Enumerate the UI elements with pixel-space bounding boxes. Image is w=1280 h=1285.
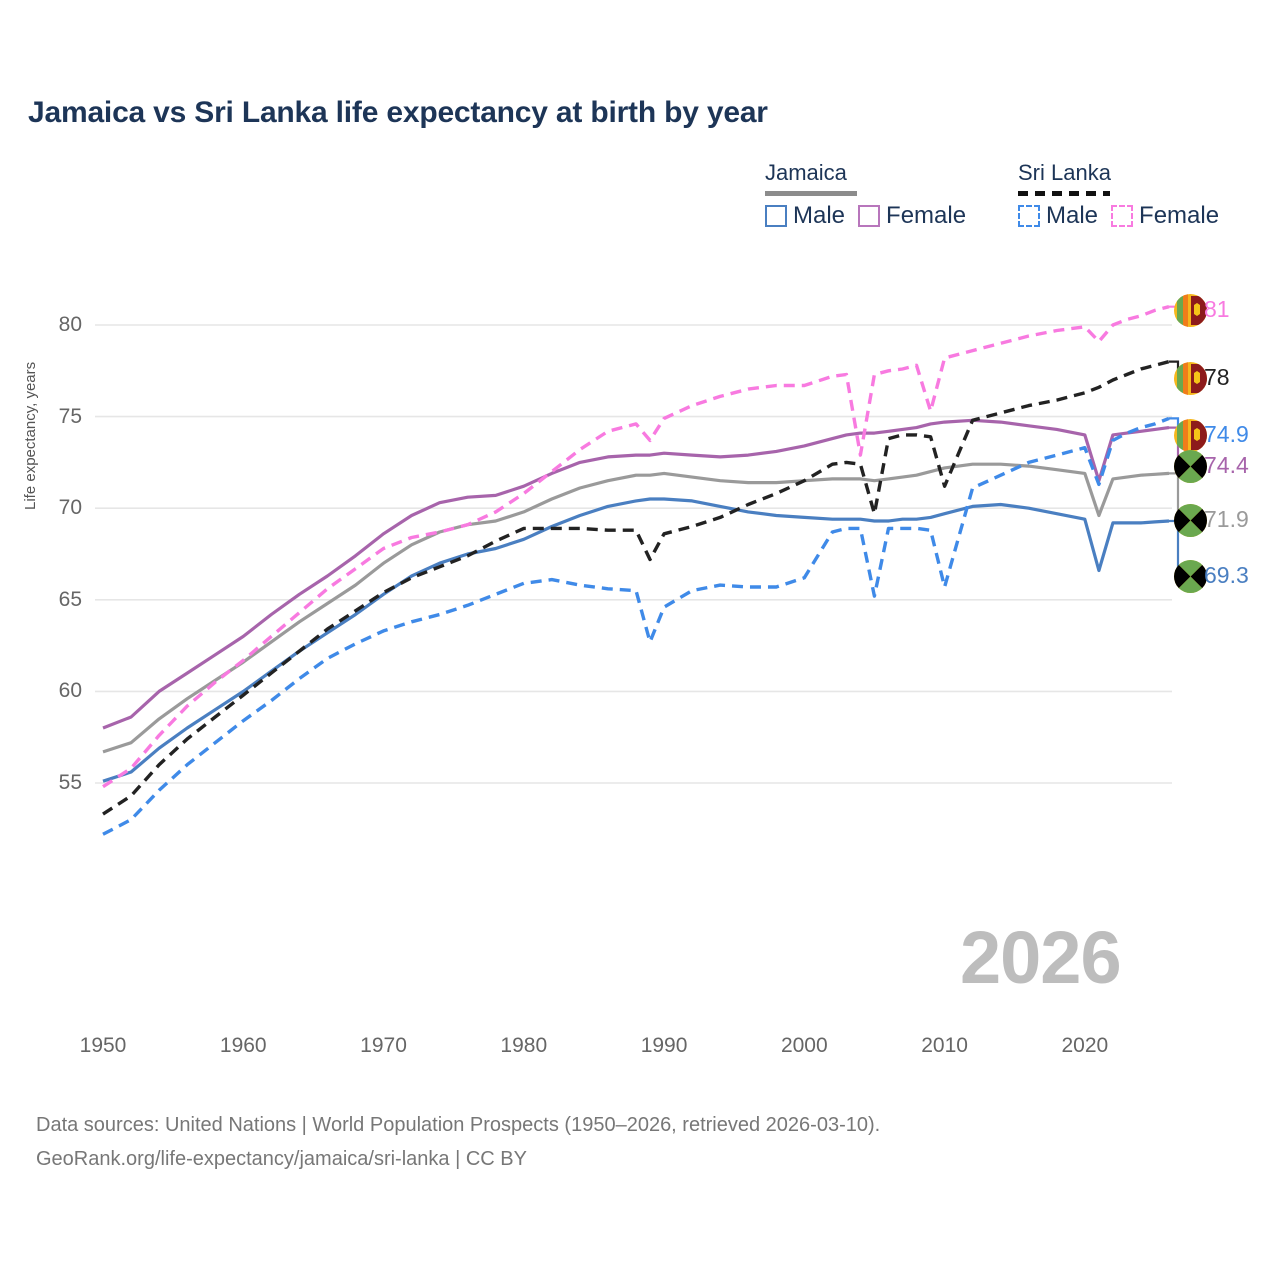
y-axis-tick-label: 60 [58,679,82,703]
footer-line-2: GeoRank.org/life-expectancy/jamaica/sri-… [36,1148,527,1171]
chart-legend: Jamaica Male Female Sri Lanka Male [760,160,1260,240]
series-line [102,305,1170,789]
x-axis-tick-label: 1980 [500,1034,548,1057]
legend-rule-sri-lanka [1018,191,1110,196]
x-axis-tick-label: 1990 [640,1034,688,1057]
sri-lanka-flag-icon [1174,419,1207,452]
year-watermark: 2026 [960,916,1122,999]
legend-label: Male [1046,202,1099,229]
legend-rule-jamaica [765,191,857,196]
y-axis-tick-label: 55 [58,771,82,794]
series-line [102,418,1170,730]
legend-swatch-icon [1111,205,1134,227]
series-line [102,462,1170,754]
jamaica-flag-icon [1174,450,1207,483]
sri-lanka-flag-icon [1174,294,1207,327]
y-axis-tick-label: 70 [58,496,82,520]
series-end-value: 81 [1204,296,1230,322]
x-axis-tick-label: 2000 [780,1034,828,1057]
x-axis-tick-label: 1960 [219,1034,267,1057]
legend-item-jamaica-male[interactable]: Male [765,202,845,230]
jamaica-flag-icon [1174,504,1207,537]
legend-item-jamaica-female[interactable]: Female [858,202,966,230]
series-end-value: 74.4 [1204,452,1249,478]
legend-group-sri-lanka: Sri Lanka Male Female [1018,160,1219,229]
x-axis-tick-label: 2010 [921,1034,968,1057]
y-axis-tick-label: 65 [58,587,82,611]
series-end-value: 74.9 [1204,421,1249,447]
x-axis-tick-label: 1970 [360,1034,407,1057]
y-axis-tick-label: 80 [58,313,82,336]
y-axis-label: Life expectancy, years [22,361,39,510]
series-end-value: 69.3 [1204,562,1249,588]
legend-label: Female [1139,202,1220,229]
footer-line-1: Data sources: United Nations | World Pop… [36,1114,881,1136]
legend-swatch-icon [858,205,881,227]
y-axis-tick-label: 75 [58,404,82,428]
legend-item-sri-lanka-male[interactable]: Male [1018,202,1098,230]
legend-label: Male [793,202,846,229]
legend-swatch-icon [765,205,787,227]
jamaica-flag-icon [1174,560,1207,593]
x-axis-tick-label: 2020 [1061,1034,1109,1057]
legend-swatch-icon [1018,205,1040,227]
legend-items-sri-lanka: Male Female [1018,202,1219,230]
series-end-value: 71.9 [1204,506,1249,532]
page-title: Jamaica vs Sri Lanka life expectancy at … [28,96,768,129]
legend-item-sri-lanka-female[interactable]: Female [1111,202,1219,230]
series-line [102,416,1170,836]
series-end-value: 78 [1204,364,1230,390]
sri-lanka-flag-icon [1174,362,1207,395]
footer-credits: Data sources: United Nations | World Pop… [36,1108,880,1177]
x-axis-tick-label: 1950 [79,1034,127,1057]
legend-group-title-jamaica: Jamaica [765,160,847,185]
legend-items-jamaica: Male Female [765,202,966,230]
legend-label: Female [886,202,967,229]
series-line [102,497,1170,783]
legend-group-title-sri-lanka: Sri Lanka [1018,160,1111,185]
legend-group-jamaica: Jamaica Male Female [765,160,966,229]
series-line [102,359,1170,816]
